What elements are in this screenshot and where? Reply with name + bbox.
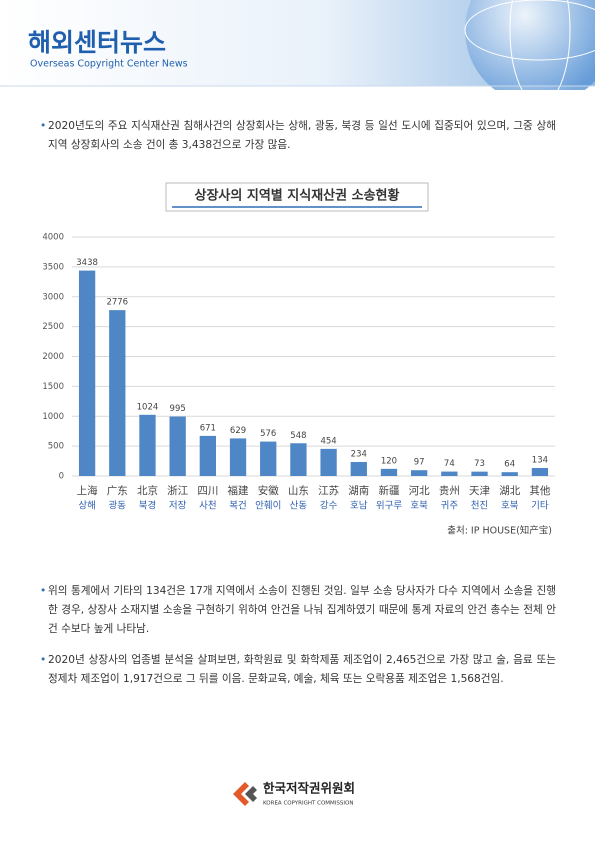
- x-tick-label: 新疆: [378, 484, 399, 497]
- y-tick-label: 500: [48, 442, 64, 452]
- y-tick-label: 0: [59, 472, 64, 482]
- data-label: 454: [320, 436, 336, 446]
- x-tick-label-ko: 저장: [169, 501, 187, 512]
- x-tick-label-ko: 산동: [290, 501, 308, 512]
- x-tick-label-ko: 호남: [350, 501, 368, 512]
- y-tick-label: 3000: [42, 292, 64, 302]
- x-tick-label-ko: 강수: [320, 501, 338, 512]
- x-tick-label-ko: 사천: [199, 501, 216, 512]
- paragraph-text: 2020년도의 주요 지식재산권 침해사건의 상장회사는 상해, 광동, 북경 …: [48, 120, 556, 151]
- data-label: 134: [532, 455, 548, 465]
- chart: 상장사의 지역별 지식재산권 소송현황 출처: IP HOUSE(知产宝) 0 5…: [42, 182, 555, 537]
- x-tick-label: 山东: [288, 484, 309, 497]
- data-label: 1024: [137, 402, 159, 412]
- source: 출처: IP HOUSE(知产宝): [447, 525, 552, 537]
- x-tick-label-ko: 광동: [109, 500, 127, 512]
- y-tick-label: 2000: [42, 352, 64, 362]
- x-tick-label-ko: 천진: [471, 501, 488, 512]
- x-tick-label-ko: 귀주: [441, 501, 459, 512]
- x-tick-label: 北京: [137, 484, 158, 497]
- x-tick-label-ko: 호북: [501, 501, 519, 512]
- bar: [229, 438, 247, 476]
- data-label: 73: [474, 459, 485, 469]
- chart-title: 상장사의 지역별 지식재산권 소송현황: [195, 188, 400, 204]
- x-tick-label: 福建: [228, 484, 249, 497]
- bar: [380, 468, 398, 476]
- data-label: 576: [260, 429, 276, 439]
- x-tick-label: 江苏: [318, 484, 339, 497]
- x-tick-label-ko: 안훼이: [255, 501, 281, 512]
- x-tick-label-ko: 복건: [229, 501, 246, 512]
- x-tick-label: 安徽: [258, 484, 279, 497]
- bar: [411, 470, 428, 476]
- data-label: 995: [170, 404, 186, 414]
- x-tick-label-ko: 호북: [410, 501, 428, 512]
- bar: [139, 414, 156, 476]
- y-tick-label: 3500: [42, 262, 64, 272]
- y-tick-label: 2500: [42, 322, 64, 332]
- header-banner: 해외센터뉴스 Overseas Copyright Center News: [0, 0, 595, 90]
- data-label: 97: [414, 458, 425, 468]
- paragraph-text: 위의 통계에서 기타의 134건은 17개 지역에서 소송이 진행된 것임. 일…: [48, 585, 556, 635]
- footer-org: 한국저작권위원회: [263, 781, 355, 796]
- footer-org-en: KOREA COPYRIGHT COMMISSION: [263, 801, 353, 807]
- x-tick-label: 其他: [529, 484, 550, 497]
- y-tick-label: 1500: [42, 382, 64, 392]
- bar: [290, 443, 307, 476]
- bar: [350, 462, 367, 476]
- data-label: 74: [444, 459, 455, 469]
- data-label: 64: [504, 460, 515, 470]
- paragraph: • 2020년도의 주요 지식재산권 침해사건의 상장회사는 상해, 광동, 북경…: [40, 120, 556, 151]
- header-subtitle: Overseas Copyright Center News: [30, 59, 188, 70]
- x-tick-label: 浙江: [167, 485, 188, 497]
- footer-logo: 한국저작권위원회 KOREA COPYRIGHT COMMISSION: [233, 781, 355, 807]
- x-tick-label-ko: 상해: [78, 500, 95, 512]
- bar: [260, 441, 277, 476]
- bar: [109, 310, 126, 476]
- x-tick-label: 河北: [409, 485, 430, 497]
- data-label: 629: [230, 426, 246, 436]
- paragraph: • 위의 통계에서 기타의 134건은 17개 지역에서 소송이 진행된 것임. …: [40, 585, 556, 635]
- data-label: 3438: [76, 258, 98, 268]
- data-label: 2776: [106, 298, 128, 308]
- data-label: 548: [290, 431, 306, 441]
- x-tick-label: 湖北: [499, 485, 520, 497]
- x-tick-label: 湖南: [348, 484, 369, 497]
- x-tick-label: 上海: [77, 484, 98, 497]
- data-label: 120: [381, 456, 397, 466]
- bar: [169, 416, 186, 476]
- bar: [471, 471, 488, 476]
- x-tick-label-ko: 북경: [139, 500, 156, 512]
- y-tick-label: 1000: [42, 412, 64, 422]
- paragraph-text: 2020년 상장사의 업종별 분석을 살펴보면, 화학원료 및 화학제품 제조업…: [48, 654, 556, 685]
- bar: [199, 435, 216, 476]
- x-tick-label-ko: 위구루: [376, 500, 402, 512]
- x-tick-label: 四川: [197, 485, 218, 497]
- data-label: 234: [351, 450, 367, 460]
- bar: [531, 467, 549, 476]
- bar: [501, 472, 518, 476]
- bar: [441, 471, 458, 476]
- x-tick-label: 广东: [107, 484, 128, 497]
- x-tick-label: 贵州: [439, 484, 460, 497]
- paragraph: • 2020년 상장사의 업종별 분석을 살펴보면, 화학원료 및 화학제품 제조…: [40, 654, 556, 685]
- bar: [78, 270, 96, 476]
- x-tick-label: 天津: [469, 485, 490, 497]
- bar: [320, 448, 337, 476]
- data-label: 671: [200, 423, 216, 433]
- x-tick-label-ko: 기타: [531, 501, 549, 512]
- header-title: 해외센터뉴스: [28, 28, 166, 57]
- y-tick-label: 4000: [42, 233, 64, 243]
